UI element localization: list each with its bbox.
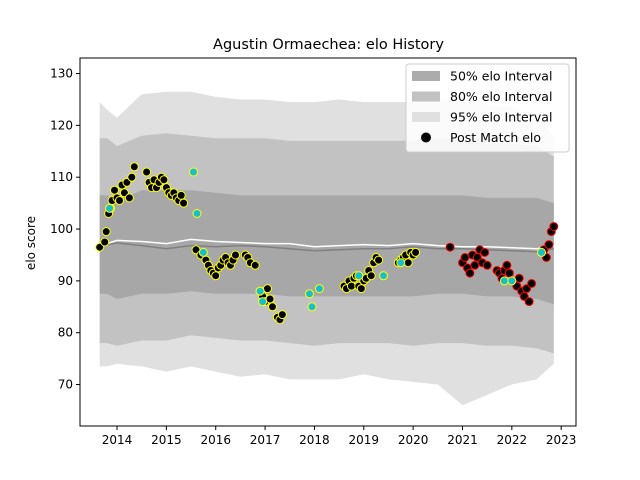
x-tick-label: 2019 bbox=[349, 433, 380, 447]
data-point bbox=[159, 175, 169, 185]
data-point bbox=[101, 227, 111, 237]
legend-box bbox=[405, 63, 570, 153]
legend-swatch bbox=[412, 91, 440, 102]
x-tick-label: 2017 bbox=[250, 433, 281, 447]
data-point bbox=[499, 276, 509, 286]
data-point bbox=[192, 209, 202, 218]
legend-marker bbox=[421, 132, 431, 143]
data-point bbox=[411, 247, 421, 257]
data-point bbox=[346, 281, 356, 291]
data-point bbox=[507, 276, 517, 286]
x-tick-label: 2022 bbox=[497, 433, 528, 447]
legend-label: 50% elo Interval bbox=[450, 69, 552, 84]
data-point bbox=[480, 247, 490, 257]
data-point bbox=[142, 167, 152, 177]
series-yellow-edge bbox=[95, 162, 421, 325]
data-point bbox=[537, 247, 546, 257]
data-point bbox=[354, 271, 364, 281]
data-point bbox=[198, 247, 208, 257]
data-point bbox=[527, 279, 537, 288]
series-cyan bbox=[105, 167, 546, 312]
x-tick-label: 2018 bbox=[299, 433, 330, 447]
data-point bbox=[470, 260, 480, 270]
y-axis-label: elo score bbox=[24, 216, 38, 270]
data-point bbox=[482, 260, 492, 270]
data-point bbox=[356, 284, 366, 294]
data-point bbox=[100, 237, 110, 247]
x-tick-label: 2021 bbox=[447, 433, 478, 447]
plot-frame bbox=[79, 57, 577, 427]
y-tick-label: 80 bbox=[58, 326, 73, 340]
legend-label: 80% elo Interval bbox=[450, 89, 552, 104]
data-point bbox=[179, 198, 189, 208]
data-point bbox=[374, 255, 384, 265]
data-point bbox=[504, 268, 514, 278]
data-point bbox=[176, 190, 186, 200]
data-point bbox=[314, 284, 324, 294]
data-point bbox=[277, 310, 287, 320]
x-tick-label: 2014 bbox=[102, 433, 133, 447]
legend-label: 95% elo Interval bbox=[450, 110, 552, 125]
data-point bbox=[549, 222, 559, 231]
data-point bbox=[250, 260, 260, 270]
data-point bbox=[110, 185, 119, 195]
data-point bbox=[258, 297, 268, 307]
x-tick-label: 2023 bbox=[546, 433, 577, 447]
data-point bbox=[231, 250, 240, 260]
data-point bbox=[255, 286, 265, 296]
data-point bbox=[460, 253, 470, 262]
data-point bbox=[263, 284, 272, 294]
data-point bbox=[211, 271, 221, 281]
data-point bbox=[403, 258, 413, 268]
data-point bbox=[366, 271, 376, 281]
legend-swatch bbox=[412, 71, 440, 81]
data-point bbox=[396, 258, 406, 268]
data-point bbox=[115, 196, 124, 205]
x-tick-label: 2020 bbox=[398, 433, 429, 447]
chart-title: Agustin Ormaechea: elo History bbox=[213, 37, 444, 53]
data-point bbox=[305, 289, 314, 299]
legend-swatch bbox=[412, 112, 440, 122]
y-tick-label: 110 bbox=[50, 170, 73, 184]
y-tick-label: 100 bbox=[50, 222, 73, 236]
data-point bbox=[445, 242, 455, 252]
data-point bbox=[524, 297, 534, 307]
y-tick-label: 70 bbox=[58, 378, 73, 392]
axes: 2014 2015 2016 2017 2018 2019 2020 2021 2022 2023… bbox=[50, 57, 577, 447]
legend: 50% elo Interval 80% elo Interval 95% elo … bbox=[405, 63, 570, 153]
data-point bbox=[127, 172, 137, 182]
data-point bbox=[544, 240, 554, 250]
data-point bbox=[268, 302, 277, 312]
data-point bbox=[379, 271, 388, 281]
plot-area bbox=[95, 91, 559, 406]
data-point bbox=[514, 273, 524, 283]
data-point bbox=[502, 260, 512, 270]
data-point bbox=[189, 167, 198, 177]
data-point bbox=[465, 268, 475, 278]
legend-label: Post Match elo bbox=[450, 130, 541, 145]
data-point bbox=[105, 203, 115, 213]
data-point bbox=[307, 302, 317, 312]
y-tick-label: 130 bbox=[50, 67, 73, 81]
data-point bbox=[129, 162, 139, 172]
y-tick-label: 90 bbox=[58, 274, 73, 288]
y-tick-label: 120 bbox=[50, 118, 73, 132]
x-tick-label: 2015 bbox=[151, 433, 182, 447]
data-point bbox=[124, 193, 134, 203]
data-point bbox=[265, 294, 275, 304]
x-tick-label: 2016 bbox=[200, 433, 231, 447]
